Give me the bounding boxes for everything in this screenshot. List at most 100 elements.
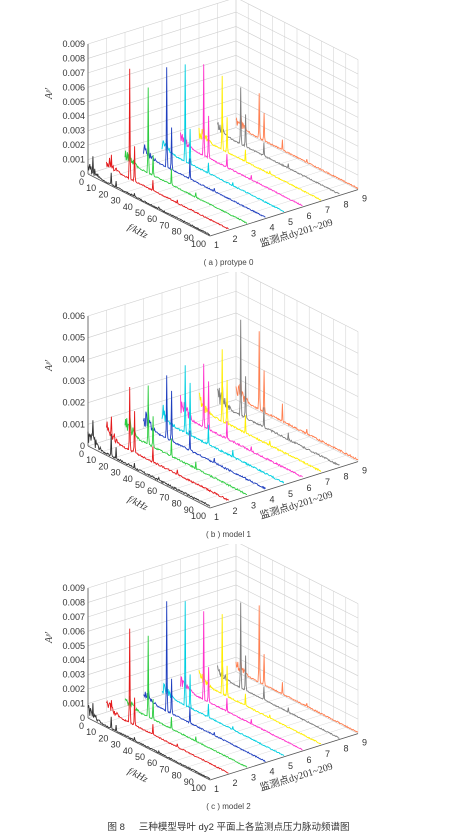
y-tick-label: 5 [288, 761, 293, 771]
grid-line [87, 584, 359, 648]
grid-line [87, 26, 359, 89]
x-tick-label: 50 [135, 752, 145, 762]
y-tick-label: 3 [251, 772, 256, 782]
x-tick-label: 60 [147, 758, 157, 768]
plot-area: 0 0.001 0.002 0.003 0.004 0.005 0.006 0.007 0.00… [44, 544, 367, 794]
spectrum-line-point-5 [161, 64, 285, 213]
z-axis-label: Aᵖ' [44, 631, 55, 644]
spectrum-line-point-9 [235, 331, 359, 461]
z-tick-label: 0.006 [62, 82, 85, 92]
plot-area: 0 0.001 0.002 0.003 0.004 0.005 0.006 010203040… [44, 272, 367, 522]
y-tick-label: 2 [233, 778, 238, 788]
x-tick-label: 0 [79, 449, 84, 459]
x-tick-label: 70 [159, 764, 169, 774]
waterfall-chart-c: 0 0.001 0.002 0.003 0.004 0.005 0.006 0.007 0.00… [44, 544, 367, 794]
grid-line [185, 721, 334, 768]
grid-line [161, 708, 310, 756]
spectrum-line-point-4 [143, 375, 266, 490]
x-tick-label: 90 [184, 777, 194, 787]
grid-line [185, 177, 334, 224]
spectrum-line-point-4 [143, 67, 266, 218]
y-tick-label: 6 [307, 211, 312, 221]
y-tick-label: 4 [270, 767, 275, 777]
y-tick-label: 4 [270, 495, 275, 505]
x-tick-label: 100 [191, 783, 206, 793]
x-tick-label: 100 [191, 511, 206, 521]
spectrum-line-point-6 [180, 64, 303, 206]
y-tick-label: 6 [307, 483, 312, 493]
grid-line [100, 133, 249, 181]
y-tick-label: 9 [362, 738, 367, 748]
z-tick-label: 0.008 [62, 597, 85, 607]
x-tick-label: 90 [184, 233, 194, 243]
spectrum-line-point-9 [235, 93, 359, 190]
grid-line [87, 599, 359, 662]
grid-line [161, 436, 310, 484]
spectrum-line-point-3 [124, 635, 248, 768]
z-tick-label: 0.003 [62, 126, 85, 136]
y-axis [209, 189, 359, 237]
grid-line [112, 683, 261, 731]
z-tick-label: 0.009 [62, 583, 85, 593]
y-tick-label: 8 [344, 743, 349, 753]
spectrum-line-point-1 [87, 156, 211, 236]
x-axis-label: f/kHz [126, 494, 150, 513]
grid-line [87, 0, 359, 60]
y-tick-label: 1 [214, 784, 219, 794]
y-tick-label: 1 [214, 512, 219, 522]
grid-line [87, 544, 359, 604]
grid-line [173, 442, 322, 490]
x-tick-label: 20 [98, 733, 108, 743]
x-tick-label: 80 [172, 227, 182, 237]
x-tick-label: 30 [111, 740, 121, 750]
subplot-caption-b: ( b ) model 1 [206, 530, 251, 539]
spectrum-line-point-2 [106, 386, 229, 501]
x-tick-label: 90 [184, 505, 194, 515]
grid-line [148, 430, 298, 478]
z-tick-label: 0.008 [62, 53, 85, 63]
y-axis [209, 461, 359, 509]
figure-caption: 图 8 三种模型导叶 dy2 平面上各监测点压力脉动频谱图 [0, 819, 457, 833]
grid-line [197, 727, 346, 774]
x-tick-label: 10 [86, 455, 96, 465]
grid-line [87, 40, 359, 104]
x-tick-label: 50 [135, 480, 145, 490]
grid-line [148, 702, 298, 750]
spectrum-line-point-3 [124, 385, 248, 495]
grid-line [87, 570, 359, 633]
chart-panel-c: 0 0.001 0.002 0.003 0.004 0.005 0.006 0.007 0.00… [0, 544, 457, 816]
z-tick-label: 0.005 [62, 333, 85, 343]
grid-line [173, 170, 322, 218]
spectrum-line-point-7 [198, 75, 322, 201]
plot-area: 0 0.001 0.002 0.003 0.004 0.005 0.006 0.007 0.00… [44, 0, 367, 250]
z-tick-label: 0.001 [62, 699, 85, 709]
x-tick-label: 40 [123, 202, 133, 212]
y-tick-label: 3 [251, 228, 256, 238]
spectrum-line-point-8 [217, 602, 340, 739]
x-tick-label: 60 [147, 486, 157, 496]
y-tick-label: 7 [325, 477, 330, 487]
figure-caption-text: 三种模型导叶 dy2 平面上各监测点压力脉动频谱图 [138, 822, 350, 833]
subplot-caption-a: ( a ) protype 0 [203, 258, 254, 267]
z-tick-label: 0.007 [62, 612, 85, 622]
x-tick-label: 10 [86, 727, 96, 737]
grid-line [87, 312, 359, 376]
grid-line [124, 690, 273, 737]
y-tick-label: 7 [325, 749, 330, 759]
x-tick-label: 0 [79, 721, 84, 731]
grid-line [87, 555, 359, 619]
x-tick-label: 10 [86, 183, 96, 193]
spectrum-line-point-6 [180, 363, 303, 478]
waterfall-chart-b: 0 0.001 0.002 0.003 0.004 0.005 0.006 010203040… [44, 272, 367, 522]
y-tick-label: 2 [233, 234, 238, 244]
y-tick-label: 5 [288, 217, 293, 227]
x-tick-label: 40 [123, 474, 133, 484]
spectrum-line-point-7 [198, 614, 322, 745]
chart-panel-a: 0 0.001 0.002 0.003 0.004 0.005 0.006 0.007 0.00… [0, 0, 457, 272]
x-axis [87, 445, 211, 509]
x-tick-label: 40 [123, 746, 133, 756]
x-tick-label: 70 [159, 220, 169, 230]
x-tick-label: 80 [172, 499, 182, 509]
y-tick-label: 2 [233, 506, 238, 516]
x-tick-label: 30 [111, 196, 121, 206]
